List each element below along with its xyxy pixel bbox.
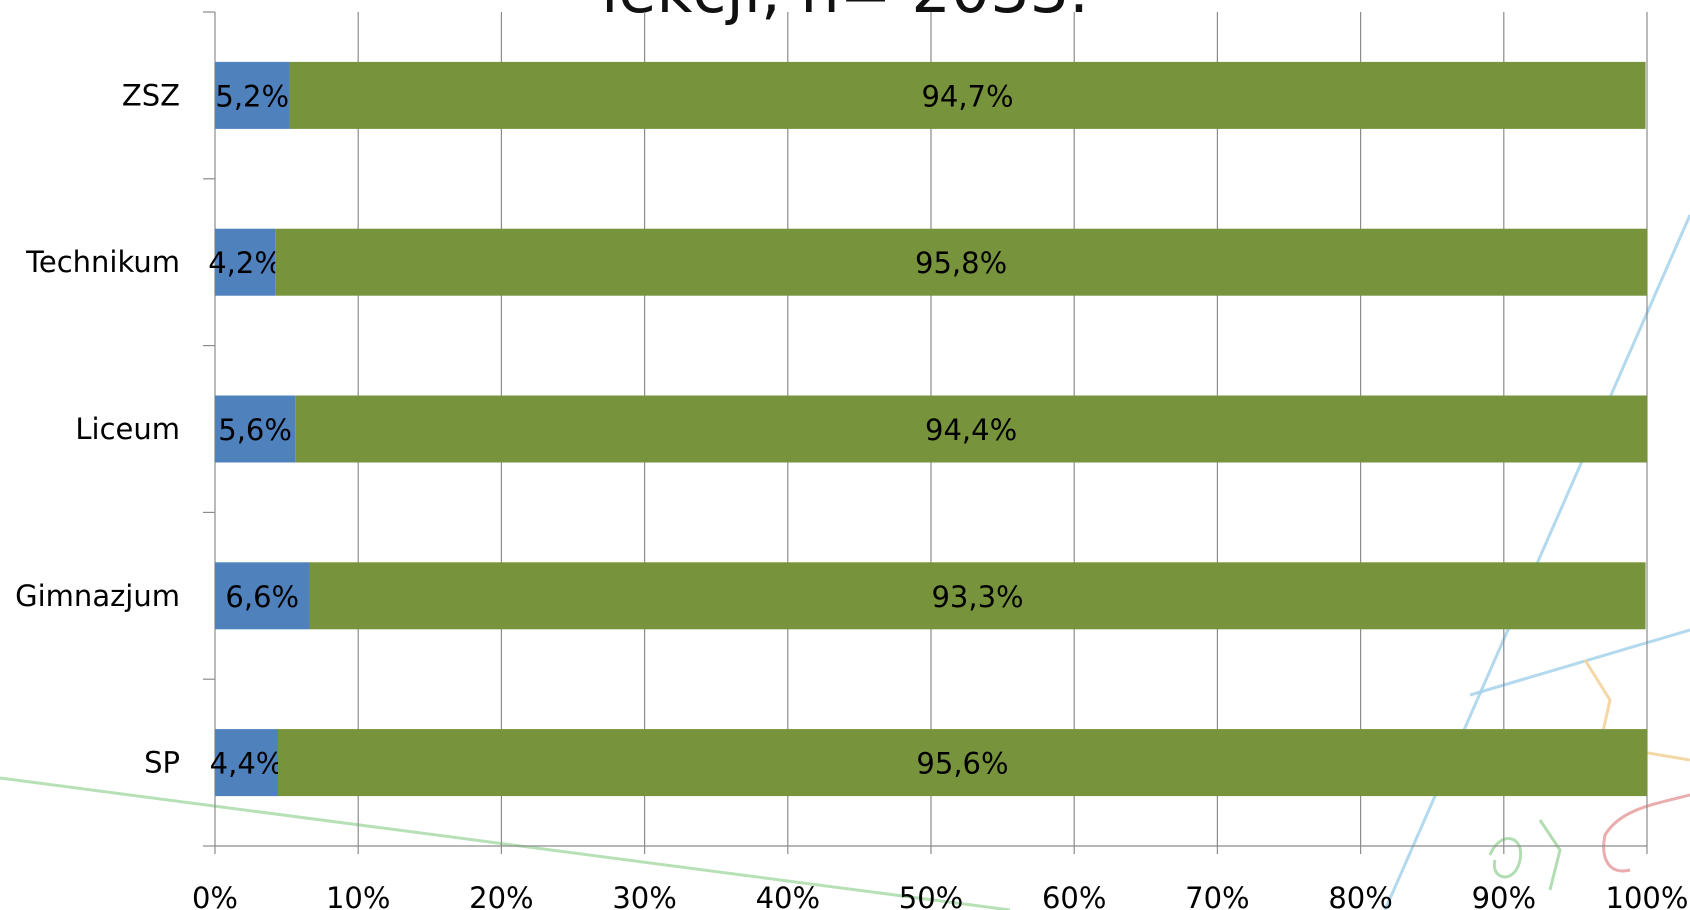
category-label: Technikum — [25, 245, 180, 279]
category-label: SP — [144, 746, 180, 780]
x-tick-label: 80% — [1328, 881, 1392, 910]
x-tick-label: 0% — [192, 881, 238, 910]
category-label: ZSZ — [122, 78, 180, 112]
bar-segment — [278, 729, 1647, 797]
category-label: Liceum — [75, 412, 180, 446]
bar-segment — [309, 562, 1646, 630]
data-label: 95,6% — [916, 747, 1008, 781]
x-tick-label: 40% — [756, 881, 820, 910]
x-tick-label: 30% — [612, 881, 676, 910]
bar-segment — [289, 61, 1646, 129]
bar-segment — [295, 395, 1647, 463]
data-label: 94,7% — [921, 79, 1013, 113]
data-label: 95,8% — [915, 246, 1007, 280]
data-label: 6,6% — [225, 580, 299, 614]
bar-segment — [275, 228, 1647, 296]
x-tick-label: 50% — [899, 881, 963, 910]
bar-segment — [215, 395, 296, 463]
x-tick-label: 60% — [1042, 881, 1106, 910]
data-label: 4,4% — [210, 747, 284, 781]
data-label: 94,4% — [925, 413, 1017, 447]
x-tick-label: 100% — [1606, 881, 1689, 910]
x-tick-label: 70% — [1185, 881, 1249, 910]
category-label: Gimnazjum — [15, 579, 180, 613]
x-tick-label: 20% — [469, 881, 533, 910]
x-tick-label: 10% — [326, 881, 390, 910]
bar-segment — [215, 61, 290, 129]
data-label: 4,2% — [208, 246, 282, 280]
bar-segment — [215, 729, 279, 797]
data-label: 5,2% — [215, 79, 289, 113]
bar-segment — [215, 228, 276, 296]
bar-segment — [215, 562, 310, 630]
data-label: 93,3% — [931, 580, 1023, 614]
data-label: 5,6% — [218, 413, 292, 447]
chart-title: lekcji, n= 2033. — [0, 0, 1690, 26]
x-tick-label: 90% — [1472, 881, 1536, 910]
